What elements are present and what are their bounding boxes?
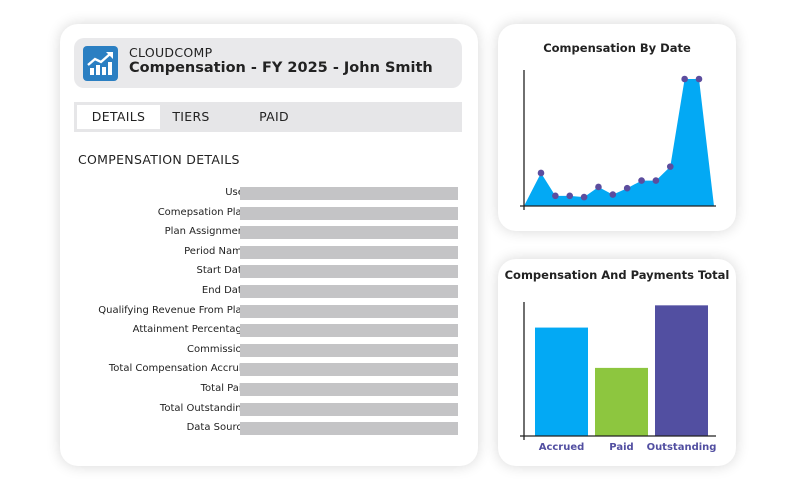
tab-bar: DETAILS TIERS PAID [74,102,462,132]
detail-label: Start Date [196,265,248,277]
detail-value-field[interactable] [240,304,458,318]
detail-row: Total Compensation Accruld [74,362,458,377]
category-label: Accrued [539,442,585,453]
detail-value-field[interactable] [240,245,458,259]
app-name: CLOUDCOMP [129,45,213,60]
detail-row: Commission [74,343,458,357]
detail-label: Attainment Percentage [132,324,248,336]
trending-up-chart-icon [83,46,118,81]
data-point [681,75,688,83]
detail-row: Data Source [74,421,458,436]
data-point [623,184,631,192]
detail-row: User [74,186,458,200]
detail-label: End Date [201,285,248,296]
detail-value-field[interactable] [240,343,458,357]
compensation-by-date-card: Compensation By Date [498,24,736,231]
detail-label: Commission [186,343,248,355]
tab-tiers[interactable]: TIERS [172,109,210,124]
data-point [652,177,660,184]
detail-row: Qualifying Revenue From Plan [74,304,458,318]
page-title: Compensation - FY 2025 - John Smith [129,60,433,76]
detail-label: Total Outstanding [159,402,248,414]
detail-value-field[interactable] [240,187,458,200]
app-header: CLOUDCOMP Compensation - FY 2025 - John … [74,38,462,88]
detail-value-field[interactable] [240,402,458,416]
compensation-payments-total-card: Compensation And Payments Total Accrued P… [498,259,736,466]
detail-label: User [225,187,248,198]
detail-label: Period Name [184,245,248,257]
detail-value-field[interactable] [240,285,458,298]
data-point [609,191,617,198]
detail-row: Period Name [74,245,458,259]
area-series [524,79,714,206]
data-point [552,192,559,200]
data-point [580,193,588,201]
bar-outstanding [655,305,708,436]
data-point [537,169,545,177]
data-point [695,75,703,83]
bar-accrued [535,327,588,436]
data-point [666,163,674,170]
tab-paid[interactable]: PAID [259,109,289,124]
section-title: COMPENSATION DETAILS [78,152,240,167]
detail-row: Total Paid [74,382,458,396]
detail-label: Qualifying Revenue From Plan [98,304,248,316]
chart-title: Compensation And Payments Total [504,268,730,282]
detail-value-field[interactable] [240,422,458,436]
chart-title: Compensation By Date [543,41,691,55]
compensation-details-card: CLOUDCOMP Compensation - FY 2025 - John … [60,24,478,466]
detail-label: Total Paid [200,383,248,394]
data-point [595,183,602,191]
detail-row: Attainment Percentage [74,323,458,338]
category-label: Outstanding [647,442,717,453]
detail-label: Data Source [186,422,248,434]
detail-label: Comepsation Plan [157,206,248,218]
detail-label: Total Compensation Accruld [108,363,248,375]
detail-row: End Date [74,284,458,298]
detail-value-field[interactable] [240,383,458,396]
detail-value-field[interactable] [240,324,458,338]
detail-value-field[interactable] [240,206,458,220]
detail-value-field[interactable] [240,265,458,279]
detail-value-field[interactable] [240,363,458,377]
category-label: Paid [609,442,633,453]
bar-paid [595,367,648,436]
detail-row: Comepsation Plan [74,206,458,220]
detail-row: Total Outstanding [74,402,458,416]
detail-value-field[interactable] [240,226,458,240]
tab-details[interactable]: DETAILS [77,105,160,129]
compensation-by-date-chart [520,70,716,210]
data-point [638,177,645,184]
detail-label: Plan Assignment [164,226,248,238]
data-point [566,192,574,200]
detail-row: Start Date [74,264,458,279]
detail-row: Plan Assignment [74,225,458,240]
compensation-payments-total-chart: Accrued Paid Outstanding [520,302,717,453]
